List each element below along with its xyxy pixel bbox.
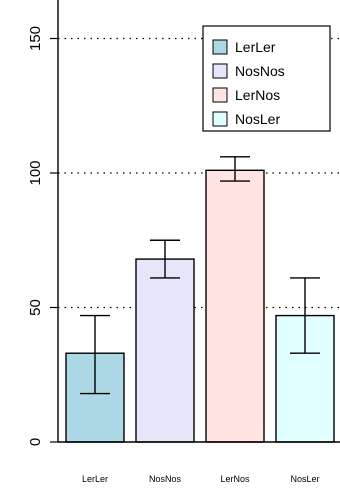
x-tick-label: LerNos <box>220 474 250 484</box>
x-tick-label: LerLer <box>82 474 108 484</box>
legend-label: LerNos <box>235 87 280 103</box>
y-tick-label: 50 <box>27 299 44 316</box>
y-tick-label: 0 <box>27 438 44 446</box>
x-tick-label: NosLer <box>290 474 319 484</box>
legend-swatch <box>212 111 228 127</box>
x-axis-labels: LerLer NosNos LerNos NosLer <box>82 474 320 484</box>
x-tick-label: NosNos <box>149 474 182 484</box>
axes <box>57 0 340 443</box>
bar-lernos <box>205 169 265 443</box>
legend: LerLer NosNos LerNos NosLer <box>202 25 331 132</box>
legend-label: NosLer <box>235 111 280 127</box>
legend-swatch <box>212 87 228 103</box>
error-bars <box>80 156 320 395</box>
bars <box>65 169 335 443</box>
bar-nosnos <box>135 258 195 443</box>
legend-label: LerLer <box>235 39 276 55</box>
y-tick-label: 100 <box>27 160 44 185</box>
legend-swatch <box>212 63 228 79</box>
legend-label: NosNos <box>235 63 285 79</box>
y-tick-label: 150 <box>27 26 44 51</box>
y-axis-ticks: 0 50 100 150 <box>27 26 58 446</box>
legend-swatch <box>212 39 228 55</box>
